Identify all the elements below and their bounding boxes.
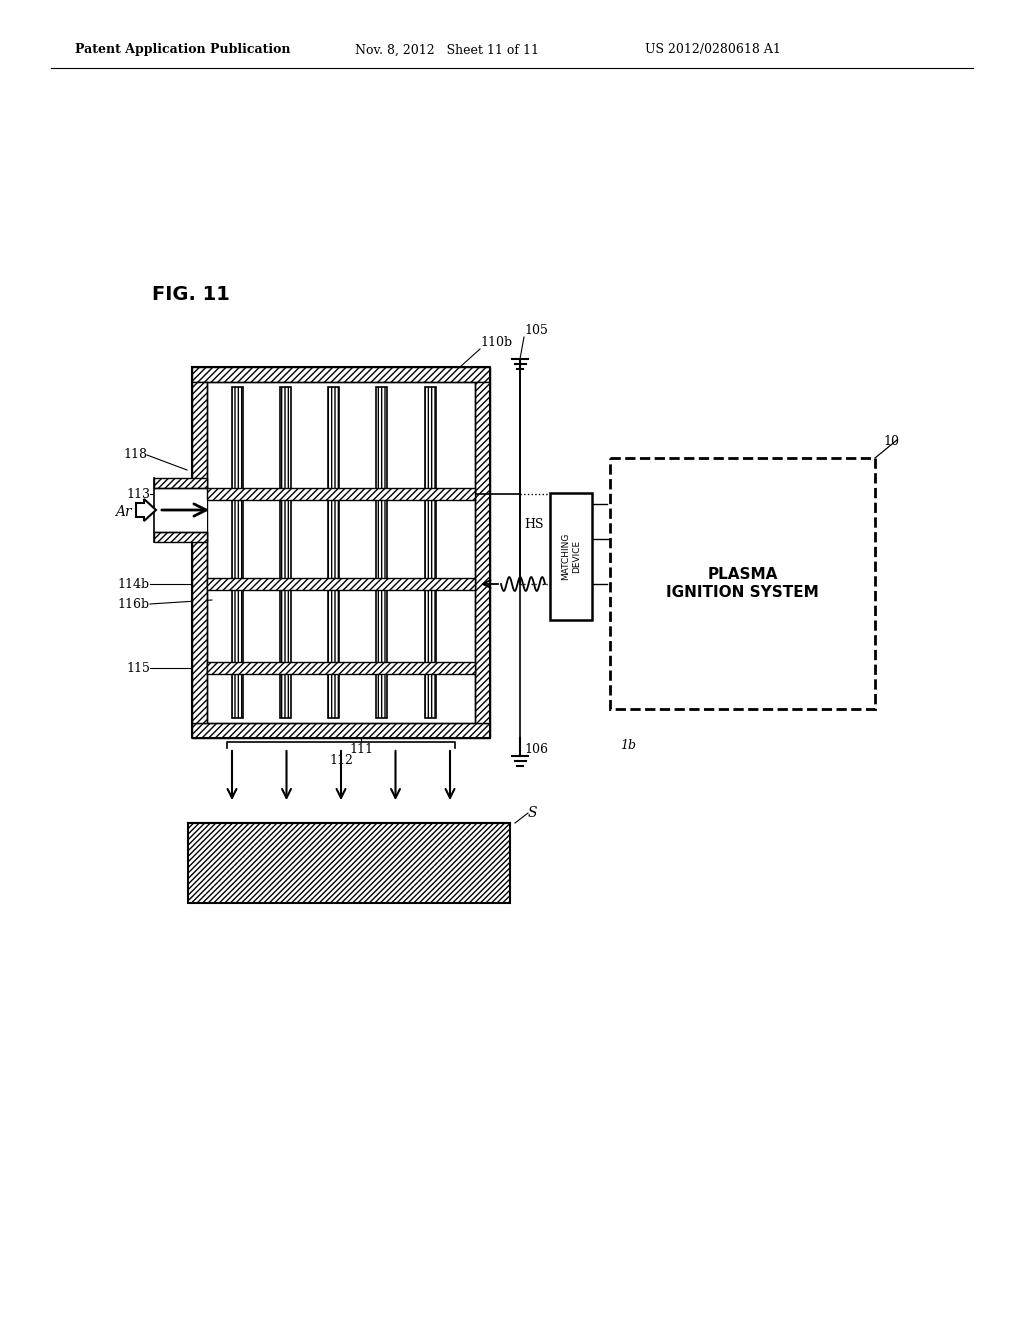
Bar: [280, 387, 291, 718]
Bar: [207, 488, 475, 500]
Text: 116b: 116b: [118, 598, 150, 610]
Text: 113: 113: [126, 487, 150, 500]
Bar: [154, 488, 207, 532]
Text: 106: 106: [524, 743, 548, 756]
Text: US 2012/0280618 A1: US 2012/0280618 A1: [645, 44, 781, 57]
Text: Nov. 8, 2012   Sheet 11 of 11: Nov. 8, 2012 Sheet 11 of 11: [355, 44, 539, 57]
FancyArrow shape: [136, 499, 156, 521]
Bar: [207, 663, 475, 675]
Text: 118: 118: [123, 449, 147, 462]
Text: Patent Application Publication: Patent Application Publication: [75, 44, 291, 57]
Text: Ar: Ar: [116, 506, 132, 519]
Bar: [188, 822, 510, 903]
Bar: [610, 458, 874, 709]
Bar: [231, 387, 243, 718]
Bar: [154, 478, 207, 488]
Bar: [193, 532, 207, 723]
Bar: [207, 381, 475, 723]
Bar: [154, 532, 207, 543]
Text: 1b: 1b: [620, 739, 636, 752]
Bar: [193, 367, 490, 381]
Text: S: S: [528, 807, 538, 820]
Bar: [231, 387, 243, 718]
Bar: [550, 492, 592, 620]
Bar: [425, 387, 435, 718]
Bar: [207, 578, 475, 590]
Text: 110b: 110b: [480, 337, 512, 348]
Text: FIG. 11: FIG. 11: [152, 285, 229, 304]
Bar: [376, 387, 387, 718]
Bar: [376, 387, 387, 718]
Bar: [193, 723, 490, 738]
Text: 112: 112: [329, 754, 353, 767]
Text: 114b: 114b: [118, 578, 150, 590]
Text: 111: 111: [349, 743, 373, 756]
Bar: [193, 381, 207, 488]
Bar: [328, 387, 339, 718]
Bar: [475, 381, 490, 723]
Bar: [425, 387, 435, 718]
Text: MATCHING
DEVICE: MATCHING DEVICE: [561, 533, 581, 581]
Text: HS: HS: [524, 517, 544, 531]
Text: 105: 105: [524, 323, 548, 337]
Text: 115: 115: [126, 661, 150, 675]
Bar: [328, 387, 339, 718]
Text: PLASMA
IGNITION SYSTEM: PLASMA IGNITION SYSTEM: [667, 568, 819, 599]
Bar: [280, 387, 291, 718]
Text: 10: 10: [883, 436, 899, 447]
